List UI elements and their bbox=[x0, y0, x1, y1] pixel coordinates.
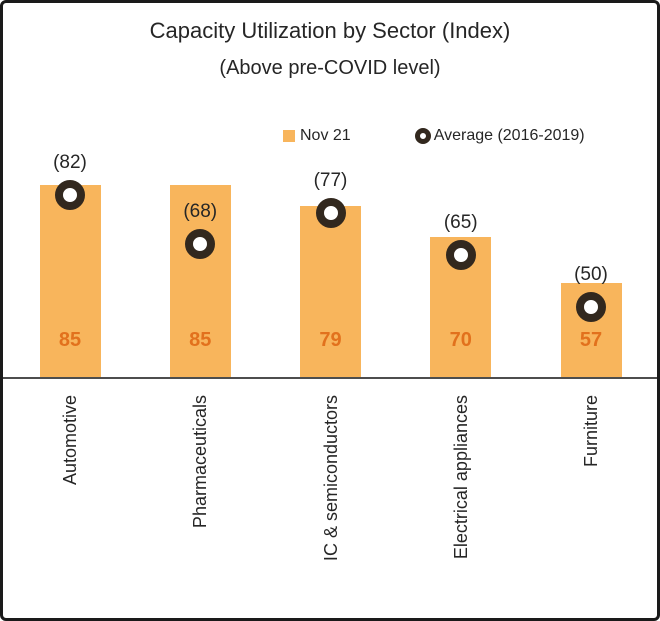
bar-value-label: 57 bbox=[579, 329, 603, 351]
average-value-label: (68) bbox=[183, 201, 218, 222]
average-donut-marker bbox=[445, 239, 476, 270]
category-label-text: Pharmaceuticals bbox=[190, 395, 211, 529]
average-donut-marker bbox=[315, 197, 346, 228]
average-value-label: (82) bbox=[53, 152, 87, 173]
bar-value-label: 70 bbox=[449, 329, 472, 351]
chart-title: Capacity Utilization by Sector (Index) bbox=[149, 18, 511, 43]
bar-value-label: 85 bbox=[189, 329, 212, 351]
bar-value-label: 79 bbox=[319, 329, 342, 351]
bar bbox=[300, 205, 361, 377]
average-value-label: (50) bbox=[574, 264, 608, 285]
category-label-text: IC & semiconductors bbox=[320, 395, 341, 562]
category-label: Furniture bbox=[581, 395, 653, 467]
bar-swatch-icon bbox=[283, 130, 295, 142]
category-label-text: Furniture bbox=[581, 395, 601, 468]
category-label-text: Electrical appliances bbox=[450, 395, 471, 560]
average-donut-marker bbox=[576, 292, 606, 322]
x-axis-line bbox=[3, 377, 657, 379]
legend: Nov 21 Average (2016-2019) bbox=[283, 127, 585, 145]
chart-subtitle: (Above pre-COVID level) bbox=[219, 57, 441, 79]
average-donut-marker bbox=[185, 229, 216, 259]
bar-value-label: 85 bbox=[58, 329, 82, 351]
average-donut-marker bbox=[55, 180, 85, 210]
legend-item-nov21: Nov 21 bbox=[283, 127, 351, 145]
average-value-label: (77) bbox=[313, 169, 348, 191]
legend-label-nov21: Nov 21 bbox=[300, 127, 351, 144]
average-value-label: (65) bbox=[443, 211, 478, 233]
bar bbox=[169, 184, 231, 377]
category-label: Pharmaceuticals bbox=[190, 395, 323, 528]
category-label: Automotive bbox=[60, 395, 150, 485]
legend-label-average: Average (2016-2019) bbox=[433, 127, 585, 144]
plot-area: 85 (82) Automotive 85 (68) Pharmaceuticals 79 (… bbox=[3, 3, 657, 618]
category-label-text: Automotive bbox=[60, 395, 80, 486]
donut-swatch-icon bbox=[414, 128, 431, 144]
bar bbox=[39, 184, 101, 377]
legend-item-average: Average (2016-2019) bbox=[414, 127, 585, 145]
